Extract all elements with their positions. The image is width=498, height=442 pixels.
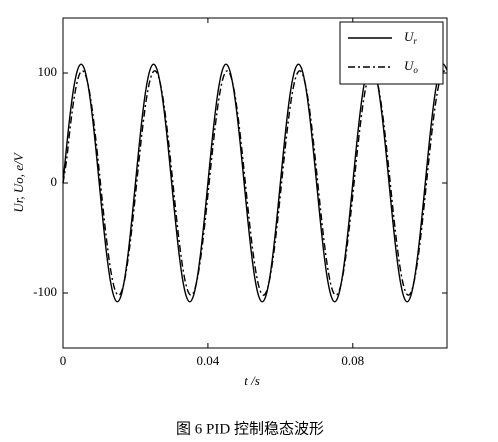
x-tick-label: 0 [60, 353, 67, 368]
legend-label-sub: r [413, 36, 417, 46]
caption: 图 6 PID 控制稳态波形 [176, 420, 324, 437]
legend-label-sub: o [413, 65, 418, 75]
y-tick-label: 0 [51, 174, 58, 189]
legend-box [339, 21, 444, 85]
y-tick-label: 100 [38, 64, 58, 79]
x-tick-label: 0.08 [341, 353, 364, 368]
y-tick-label: -100 [33, 284, 57, 299]
series-line [62, 70, 448, 296]
x-tick-label: 0.04 [197, 353, 220, 368]
x-axis-label: t /s [244, 373, 260, 388]
y-axis-label: Ur, Uo, e/V [11, 151, 26, 212]
series-line [62, 63, 448, 303]
